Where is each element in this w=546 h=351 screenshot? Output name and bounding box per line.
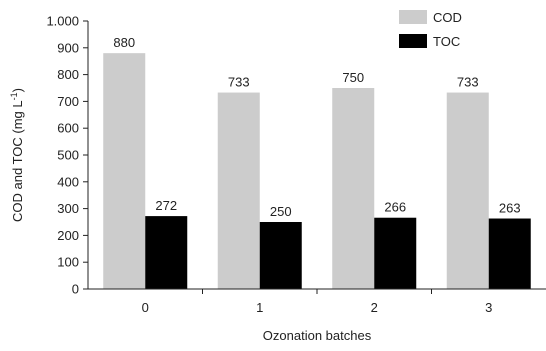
y-axis-title-close: ) [10, 88, 25, 92]
y-tick-label: 600 [57, 121, 79, 136]
bar-toc [374, 217, 417, 289]
bar-cod [332, 88, 375, 289]
legend-item-toc: TOC [399, 34, 460, 49]
x-tick-label: 1 [256, 300, 263, 315]
y-tick-label: 100 [57, 255, 79, 270]
bar-toc [488, 218, 531, 289]
y-axis-title: COD and TOC (mg L-1) [9, 88, 25, 222]
data-label-cod: 733 [228, 75, 250, 90]
y-tick-label: 500 [57, 148, 79, 163]
y-tick-label: 200 [57, 228, 79, 243]
bar-toc [259, 222, 302, 289]
y-axis-title-superscript: -1 [9, 92, 19, 100]
legend-label-cod: COD [433, 10, 462, 25]
data-labels: 880 272 733 250 750 266 733 263 [113, 35, 520, 219]
x-tick-label: 3 [485, 300, 492, 315]
y-tick-label: 700 [57, 94, 79, 109]
bars [103, 53, 531, 289]
y-axis-ticks: 0 100 200 300 400 500 600 700 800 900 1.000 [46, 14, 88, 297]
data-label-cod: 733 [457, 75, 479, 90]
data-label-toc: 250 [270, 204, 292, 219]
y-tick-label: 900 [57, 40, 79, 55]
legend-swatch-toc [399, 34, 427, 48]
legend-swatch-cod [399, 10, 427, 24]
bar-toc [145, 216, 188, 289]
bar-cod [217, 92, 260, 289]
y-tick-label: 0 [72, 282, 79, 297]
legend-label-toc: TOC [433, 34, 460, 49]
legend: COD TOC [399, 10, 462, 49]
y-tick-label: 800 [57, 67, 79, 82]
data-label-toc: 263 [499, 201, 521, 216]
bar-cod [446, 92, 489, 289]
data-label-toc: 266 [384, 200, 406, 215]
data-label-toc: 272 [155, 198, 177, 213]
y-tick-label: 300 [57, 201, 79, 216]
y-tick-label: 400 [57, 174, 79, 189]
bar-cod [103, 53, 146, 289]
y-tick-label: 1.000 [46, 14, 79, 29]
x-tick-label: 0 [142, 300, 149, 315]
x-axis-title: Ozonation batches [263, 328, 372, 343]
data-label-cod: 750 [342, 70, 364, 85]
x-axis-ticks: 0 1 2 3 [142, 289, 492, 315]
x-tick-label: 2 [371, 300, 378, 315]
y-axis-title-main: COD and TOC (mg L [10, 100, 25, 222]
legend-item-cod: COD [399, 10, 462, 25]
data-label-cod: 880 [113, 35, 135, 50]
